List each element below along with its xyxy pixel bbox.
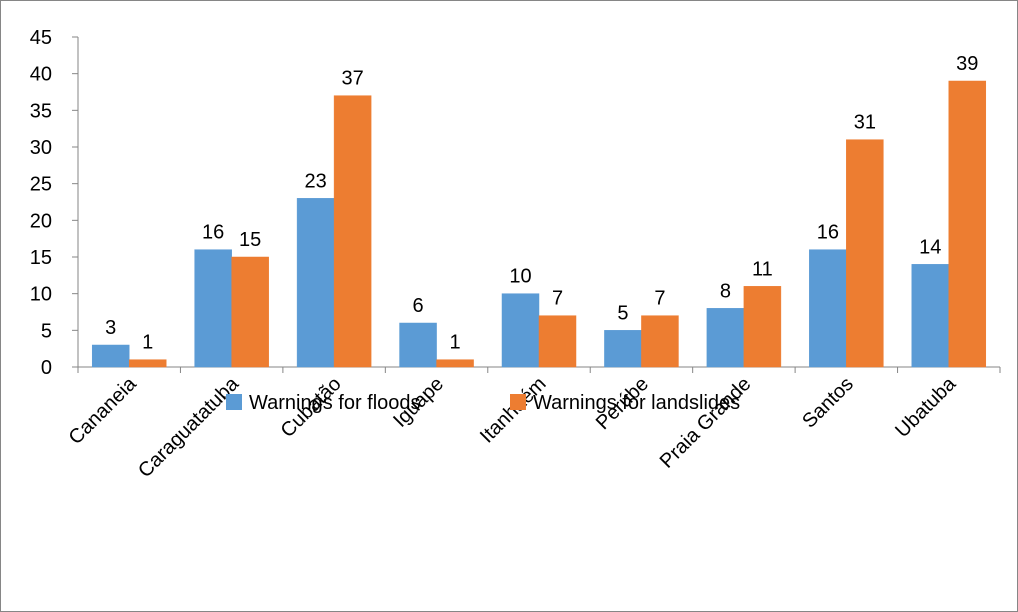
- data-label: 7: [654, 288, 665, 310]
- y-tick-label: 35: [30, 100, 52, 122]
- data-label: 6: [412, 295, 423, 317]
- bar-landslides: [129, 360, 166, 367]
- legend-label-floods: Warnings for floods: [249, 392, 421, 414]
- bar-floods: [195, 250, 232, 367]
- bar-landslides: [744, 286, 781, 367]
- y-tick-label: 30: [30, 137, 52, 159]
- y-tick-label: 0: [41, 357, 52, 379]
- bar-floods: [912, 264, 949, 367]
- data-label: 11: [752, 258, 773, 280]
- y-tick-label: 10: [30, 284, 52, 306]
- y-tick-label: 5: [41, 320, 52, 342]
- data-label: 7: [552, 288, 563, 310]
- bars-group: [92, 81, 986, 367]
- data-label: 31: [854, 112, 876, 134]
- bar-landslides: [539, 316, 576, 367]
- bar-floods: [297, 198, 334, 367]
- y-tick-label: 20: [30, 210, 52, 232]
- bar-floods: [400, 323, 437, 367]
- data-label: 15: [239, 229, 261, 251]
- category-label: Santos: [798, 373, 858, 433]
- data-label: 16: [817, 222, 839, 244]
- data-label: 14: [919, 236, 941, 258]
- category-label: Ubatuba: [891, 372, 961, 442]
- bar-floods: [707, 308, 744, 367]
- data-label: 8: [720, 280, 731, 302]
- data-label: 3: [105, 317, 116, 339]
- legend-swatch-floods: [226, 394, 242, 410]
- legend: Warnings for floods Warnings for landsli…: [226, 392, 740, 414]
- bar-landslides: [949, 81, 986, 367]
- bar-floods: [92, 345, 129, 367]
- legend-swatch-landslides: [510, 394, 526, 410]
- data-label: 5: [617, 302, 628, 324]
- category-label: Caraguatatuba: [134, 372, 244, 482]
- bar-landslides: [846, 140, 883, 367]
- data-label: 39: [956, 53, 978, 75]
- data-label: 10: [509, 266, 531, 288]
- bar-landslides: [334, 96, 371, 367]
- data-label: 37: [341, 68, 363, 90]
- category-label: Cananeia: [65, 372, 142, 449]
- y-tick-label: 45: [30, 27, 52, 49]
- data-label: 1: [142, 332, 153, 354]
- legend-label-landslides: Warnings for landslides: [533, 392, 740, 414]
- bar-landslides: [641, 316, 678, 367]
- y-tick-label: 25: [30, 174, 52, 196]
- y-tick-label: 15: [30, 247, 52, 269]
- data-label: 16: [202, 222, 224, 244]
- bar-floods: [809, 250, 846, 367]
- bar-landslides: [437, 360, 474, 367]
- y-tick-label: 40: [30, 64, 52, 86]
- bar-floods: [502, 294, 539, 367]
- data-label: 1: [449, 332, 460, 354]
- x-axis: [78, 367, 1000, 373]
- y-axis: 0 5 10 15 20 25 30 35 40 45: [30, 27, 78, 379]
- category-label: Praia Grande: [656, 373, 756, 473]
- bar-floods: [604, 330, 641, 367]
- data-label: 23: [304, 170, 326, 192]
- bar-landslides: [232, 257, 269, 367]
